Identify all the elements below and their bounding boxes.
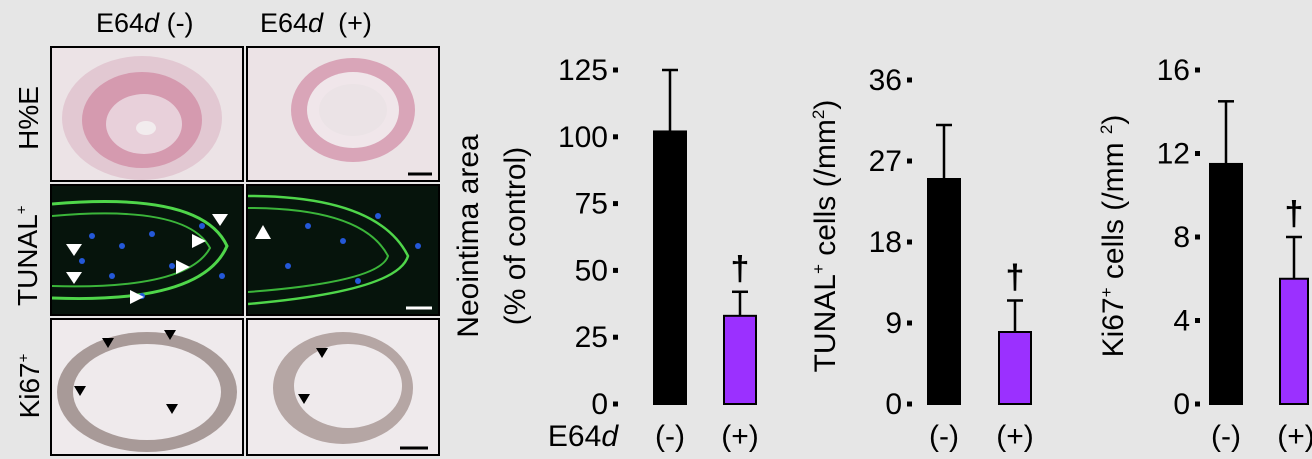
- chart0-ytick-label: 0: [591, 388, 608, 421]
- chart2-ytick-mark: [1195, 151, 1200, 156]
- chart2-significance-dagger: †: [1285, 195, 1304, 233]
- chart2-ytick-mark: [1195, 401, 1200, 407]
- col-header-treated: E64d (+): [260, 8, 372, 38]
- chart2-ytick-label: 8: [1173, 221, 1190, 254]
- chart0-ytick-label: 100: [558, 121, 608, 154]
- chart2-ytick-label: 16: [1157, 54, 1190, 87]
- chart0-ytick-mark: [613, 401, 618, 407]
- chart1-ytick-label: 9: [885, 307, 902, 340]
- chart2-ytick-label: 4: [1173, 305, 1190, 338]
- chart0-ytick-label: 50: [575, 254, 608, 287]
- chart2-bar-1: [1279, 277, 1309, 405]
- chart0-category-label: (+): [721, 420, 759, 453]
- chart2-category-label: (+): [1277, 420, 1312, 453]
- micrograph-tunel-untreated: [50, 184, 244, 316]
- micrograph-tunel-treated: [246, 184, 440, 316]
- chart1-bar-0: [927, 178, 961, 405]
- micrograph-he-untreated: [50, 46, 244, 182]
- chart0-bar-0: [653, 130, 687, 405]
- chart0-ylabel-line2: (% of control): [499, 147, 532, 325]
- chart0-bar-1: [723, 314, 757, 406]
- chart1-ytick-label: 0: [885, 388, 902, 421]
- chart1-ytick-mark: [907, 320, 912, 326]
- chart1-ytick-mark: [907, 401, 912, 407]
- chart1-significance-dagger: †: [1006, 259, 1025, 297]
- chart1-category-label: (+): [996, 420, 1034, 453]
- chart0-ylabel-line1: Neointima area: [452, 134, 485, 338]
- chart0-ytick-mark: [613, 267, 618, 273]
- chart1-bar-1: [998, 331, 1032, 405]
- col-header-untreated: E64d (-): [96, 8, 194, 38]
- chart0-xaxis-name: E64d: [548, 420, 619, 453]
- chart2-ytick-mark: [1195, 67, 1200, 73]
- chart0-ytick-label: 75: [575, 188, 608, 221]
- chart2-ylabel: Ki67+ cells (/mm 2): [1097, 115, 1130, 358]
- chart1-ytick-label: 18: [869, 226, 902, 259]
- chart2-category-label: (-): [1211, 420, 1241, 453]
- chart0-ytick-label: 125: [558, 54, 608, 87]
- chart0-category-label: (-): [655, 420, 685, 453]
- chart1-ytick-mark: [907, 77, 912, 83]
- chart0-ytick-mark: [613, 201, 618, 207]
- chart2-ytick-label: 12: [1157, 138, 1190, 171]
- chart2-bar-0: [1209, 162, 1243, 405]
- chart1-ytick-mark: [907, 158, 912, 164]
- chart2-ytick-mark: [1195, 318, 1200, 323]
- chart1-ytick-label: 36: [869, 64, 902, 97]
- chart0-ytick-label: 25: [575, 321, 608, 354]
- micrograph-he-treated: [246, 46, 440, 182]
- chart2-ytick-mark: [1195, 234, 1200, 240]
- chart0-significance-dagger: †: [731, 250, 750, 288]
- micrograph-ki67-untreated: [50, 318, 244, 456]
- micrograph-ki67-treated: [246, 318, 440, 456]
- chart1-ytick-label: 27: [869, 145, 902, 178]
- chart1-category-label: (-): [929, 420, 959, 453]
- chart0-ytick-mark: [613, 134, 618, 140]
- chart1-ytick-mark: [907, 239, 912, 245]
- chart1-ylabel: TUNAL+ cells (/mm2): [809, 100, 842, 373]
- chart0-ytick-mark: [613, 67, 618, 73]
- chart0-ytick-mark: [613, 334, 618, 340]
- chart2-ytick-label: 0: [1173, 388, 1190, 421]
